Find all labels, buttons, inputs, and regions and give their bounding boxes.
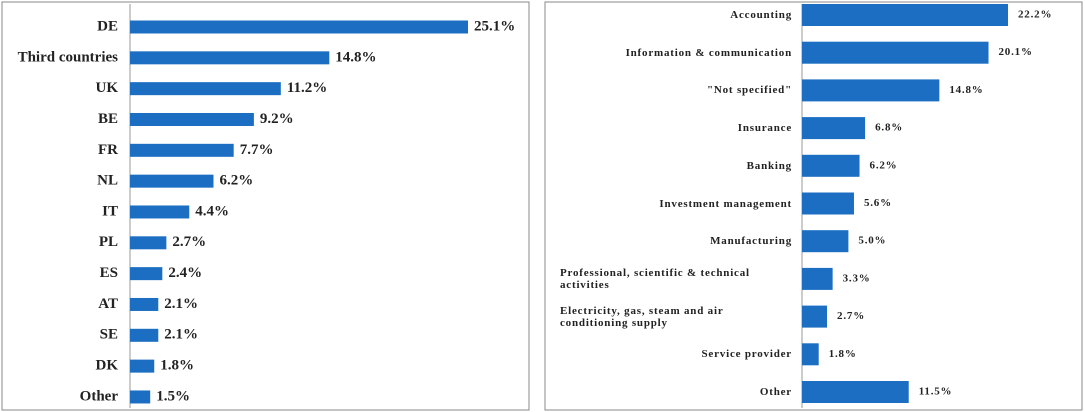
category-label: Manufacturing xyxy=(710,235,792,248)
category-label: SE xyxy=(100,327,118,343)
category-label: Other xyxy=(759,386,792,398)
value-label: 3.3% xyxy=(843,272,871,284)
bar xyxy=(130,20,468,34)
category-label-wrap: Other xyxy=(545,376,792,408)
value-label: 9.2% xyxy=(260,111,294,127)
category-label: Banking xyxy=(746,159,792,172)
category-label-box: "Not specified" xyxy=(545,74,792,106)
value-label: 25.1% xyxy=(474,18,515,34)
category-label: PL xyxy=(99,234,118,250)
bar xyxy=(130,112,254,126)
value-label: 14.8% xyxy=(335,49,376,65)
category-label: DK xyxy=(96,358,119,374)
bar xyxy=(802,154,860,177)
category-label: Electricity, gas, steam and air conditio… xyxy=(560,304,724,329)
bar xyxy=(130,390,151,404)
category-label-wrap: "Not specified" xyxy=(545,74,792,106)
category-label-box: Other xyxy=(545,376,792,408)
category-label-wrap: Insurance xyxy=(545,112,792,144)
value-label: 1.8% xyxy=(160,358,194,374)
bar xyxy=(802,117,866,140)
bar xyxy=(802,79,940,102)
value-label: 14.8% xyxy=(949,84,983,96)
bar xyxy=(802,192,854,215)
category-label: NL xyxy=(97,173,118,189)
category-label: ES xyxy=(100,265,118,281)
category-label: Insurance xyxy=(737,122,792,135)
bar xyxy=(130,328,159,342)
category-label-wrap: Professional, scientific & technical act… xyxy=(545,263,792,295)
category-label-box: Service provider xyxy=(545,338,792,370)
category-label-wrap: Manufacturing xyxy=(545,225,792,257)
category-label-wrap: Banking xyxy=(545,150,792,182)
bar xyxy=(130,236,167,250)
category-label: Third countries xyxy=(18,49,119,65)
category-label-box: Banking xyxy=(545,150,792,182)
category-label: Investment management xyxy=(659,197,792,210)
category-label-wrap: Service provider xyxy=(545,338,792,370)
bar xyxy=(802,343,819,366)
value-label: 2.4% xyxy=(168,265,202,281)
bar xyxy=(130,359,155,373)
bar xyxy=(130,297,159,311)
bar xyxy=(802,305,828,328)
category-label: "Not specified" xyxy=(706,84,792,97)
value-label: 6.8% xyxy=(875,122,903,134)
bar xyxy=(130,51,330,65)
category-label: Service provider xyxy=(701,348,792,361)
panel-border xyxy=(1,1,530,411)
category-label-box: Professional, scientific & technical act… xyxy=(545,263,792,295)
value-label: 20.1% xyxy=(999,46,1033,58)
bar xyxy=(802,267,833,290)
category-label-wrap: Information & communication xyxy=(545,37,792,69)
category-label-wrap: Electricity, gas, steam and air conditio… xyxy=(545,301,792,333)
bar xyxy=(130,82,281,96)
value-label: 5.0% xyxy=(858,235,886,247)
category-label: FR xyxy=(98,142,118,158)
bar xyxy=(130,143,234,157)
category-label: Professional, scientific & technical act… xyxy=(560,266,750,291)
category-label: DE xyxy=(97,18,118,34)
value-label: 6.2% xyxy=(219,173,253,189)
value-label: 2.7% xyxy=(837,310,865,322)
value-label: 22.2% xyxy=(1018,9,1052,21)
bar xyxy=(130,205,190,219)
category-label: Information & communication xyxy=(625,46,792,59)
category-label-box: Accounting xyxy=(545,0,792,31)
category-label-box: Investment management xyxy=(545,188,792,220)
panel-border xyxy=(544,1,1083,411)
category-label: IT xyxy=(102,203,118,219)
bar xyxy=(802,4,1008,26)
value-label: 4.4% xyxy=(195,203,229,219)
category-label: BE xyxy=(98,111,118,127)
category-label-box: Information & communication xyxy=(545,37,792,69)
value-label: 1.5% xyxy=(156,388,190,404)
category-label-wrap: Accounting xyxy=(545,0,792,31)
category-label-box: Manufacturing xyxy=(545,225,792,257)
category-label: Other xyxy=(80,388,119,404)
bar xyxy=(130,267,163,281)
category-label: AT xyxy=(98,296,118,312)
category-label: Accounting xyxy=(730,9,792,21)
value-label: 2.7% xyxy=(172,234,206,250)
value-label: 6.2% xyxy=(870,159,898,171)
bar xyxy=(802,41,989,64)
bar xyxy=(130,174,214,188)
category-label-wrap: Investment management xyxy=(545,188,792,220)
value-label: 11.2% xyxy=(287,80,327,96)
bar xyxy=(802,230,849,253)
value-label: 2.1% xyxy=(164,327,198,343)
value-label: 7.7% xyxy=(240,142,274,158)
category-label-box: Insurance xyxy=(545,112,792,144)
category-label-box: Electricity, gas, steam and air conditio… xyxy=(545,301,792,333)
value-label: 1.8% xyxy=(829,348,857,360)
value-label: 2.1% xyxy=(164,296,198,312)
value-label: 11.5% xyxy=(919,386,953,398)
value-label: 5.6% xyxy=(864,197,892,209)
category-label: UK xyxy=(96,80,119,96)
bar xyxy=(802,381,909,403)
